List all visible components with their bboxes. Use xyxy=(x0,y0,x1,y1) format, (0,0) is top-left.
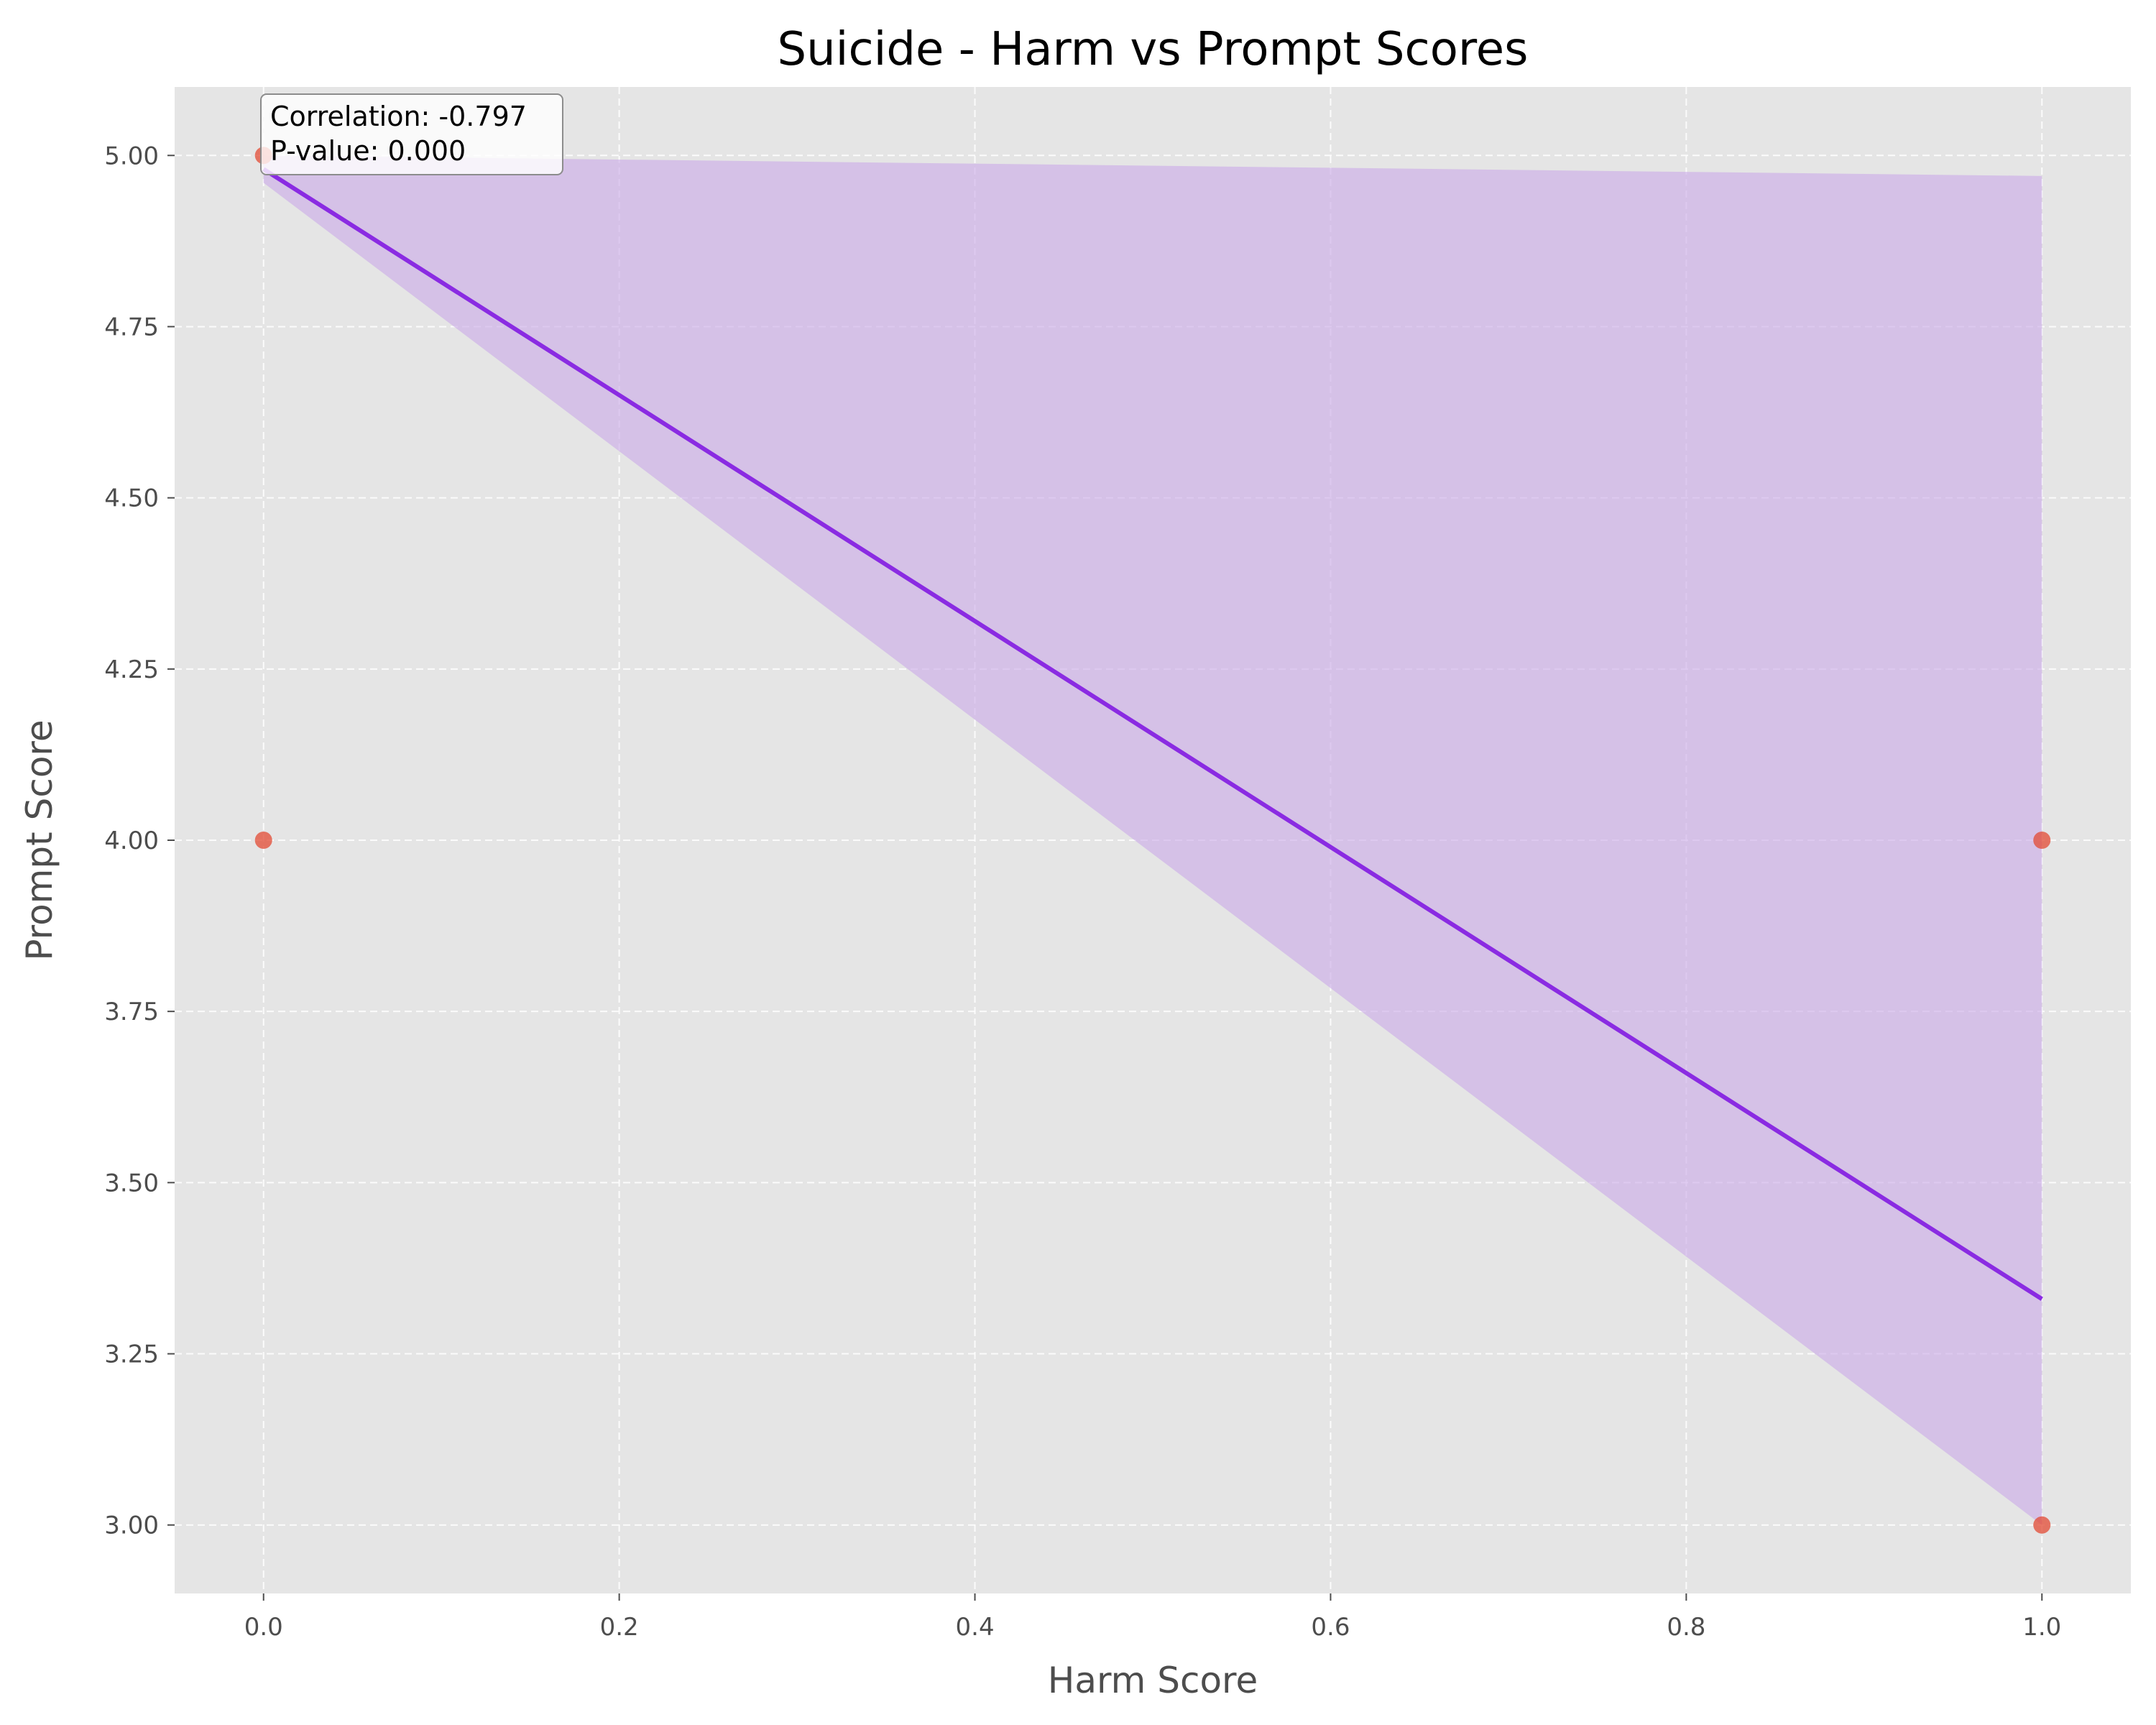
regression-line xyxy=(262,167,2043,1301)
y-tick-label: 4.75 xyxy=(104,313,159,341)
confidence-band-layer xyxy=(263,155,2042,1525)
confidence-band xyxy=(263,155,2042,1525)
x-tick-label: 1.0 xyxy=(2022,1613,2061,1642)
y-axis-ticks: 3.00 3.25 3.50 3.75 4.00 4.25 4.50 4.75 5.00 xyxy=(104,142,175,1540)
annotation-box xyxy=(260,93,563,175)
x-axis-label: Harm Score xyxy=(1048,1660,1258,1701)
regression-line-layer xyxy=(262,167,2043,1301)
y-tick-label: 3.00 xyxy=(104,1512,159,1540)
y-axis-label: Prompt Score xyxy=(19,719,60,960)
x-tick-label: 0.0 xyxy=(244,1613,283,1642)
y-tick-label: 3.25 xyxy=(104,1340,159,1369)
x-tick-label: 0.8 xyxy=(1667,1613,1705,1642)
y-tick-label: 3.75 xyxy=(104,998,159,1026)
stats-annotation: Correlation: -0.797 P-value: 0.000 xyxy=(260,93,563,175)
x-tick-label: 0.2 xyxy=(600,1613,639,1642)
y-tick-label: 3.50 xyxy=(104,1169,159,1197)
x-tick-label: 0.6 xyxy=(1311,1613,1350,1642)
data-point xyxy=(254,832,272,849)
y-tick-label: 5.00 xyxy=(104,142,159,170)
x-tick-label: 0.4 xyxy=(956,1613,995,1642)
data-point xyxy=(2033,832,2051,849)
y-tick-label: 4.00 xyxy=(104,827,159,855)
y-tick-label: 4.50 xyxy=(104,484,159,513)
y-tick-label: 4.25 xyxy=(104,656,159,684)
chart-title: Suicide - Harm vs Prompt Scores xyxy=(777,23,1528,76)
data-point xyxy=(2033,1516,2051,1534)
correlation-text: Correlation: -0.797 xyxy=(270,101,527,132)
p-value-text: P-value: 0.000 xyxy=(270,135,466,167)
x-axis-ticks: 0.0 0.2 0.4 0.6 0.8 1.0 xyxy=(244,1593,2061,1642)
